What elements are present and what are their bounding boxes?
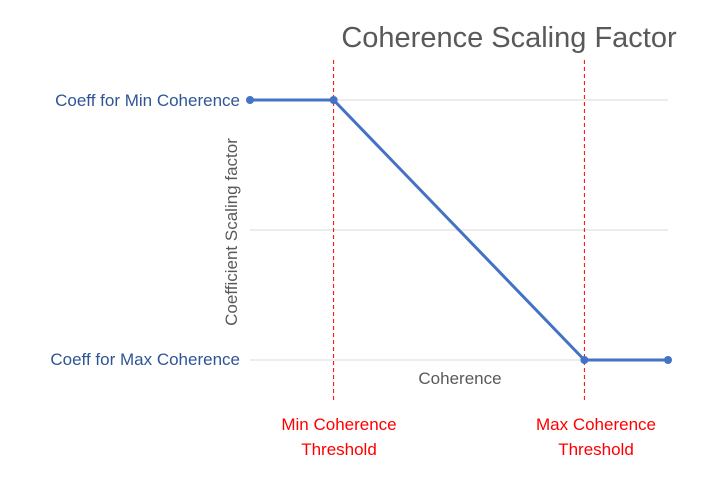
min-threshold-label-line2: Threshold: [301, 440, 377, 459]
series-layer: [246, 96, 672, 364]
data-point-0-1: [329, 96, 338, 104]
data-point-0-3: [664, 356, 672, 364]
y-level-label-max-coherence: Coeff for Max Coherence: [50, 350, 240, 369]
x-axis-title: Coherence: [418, 369, 501, 388]
chart-title: Coherence Scaling Factor: [341, 22, 677, 54]
data-point-0-2: [580, 356, 589, 364]
series-line-0: [250, 98, 668, 362]
max-threshold-label-line1: Max Coherence: [536, 415, 656, 434]
threshold-lines: [333, 60, 585, 400]
data-point-0-0: [246, 96, 254, 104]
y-axis-title: Coefficient Scaling factor: [222, 138, 241, 326]
min-threshold-label-line1: Min Coherence: [281, 415, 396, 434]
max-threshold-label-line2: Threshold: [558, 440, 634, 459]
y-level-label-min-coherence: Coeff for Min Coherence: [55, 91, 240, 110]
